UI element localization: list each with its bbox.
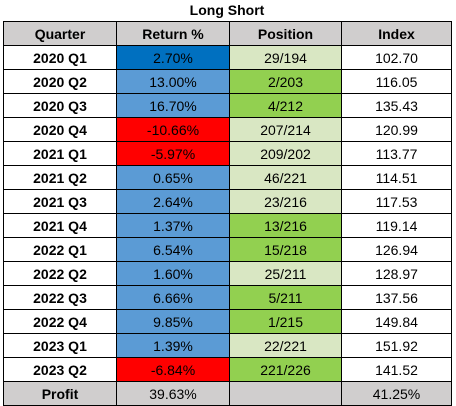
quarter-cell[interactable]: 2020 Q2 — [3, 69, 117, 94]
position-cell[interactable]: 221/226 — [229, 357, 342, 382]
return-cell[interactable]: 2.64% — [116, 189, 230, 214]
position-cell[interactable]: 2/203 — [229, 69, 342, 94]
quarter-cell[interactable]: 2021 Q1 — [3, 141, 117, 166]
index-cell[interactable]: 113.77 — [341, 141, 452, 166]
position-cell[interactable]: 13/216 — [229, 213, 342, 238]
table-row: 2022 Q2 1.60% 25/211 128.97 — [3, 261, 452, 286]
return-cell[interactable]: 13.00% — [116, 69, 230, 94]
quarter-cell[interactable]: 2020 Q3 — [3, 93, 117, 118]
quarter-cell[interactable]: 2022 Q2 — [3, 261, 117, 286]
index-cell[interactable]: 119.14 — [341, 213, 452, 238]
index-cell[interactable]: 102.70 — [341, 45, 452, 70]
table-row: 2021 Q4 1.37% 13/216 119.14 — [3, 213, 452, 238]
quarter-cell[interactable]: 2021 Q4 — [3, 213, 117, 238]
quarter-cell[interactable]: 2021 Q3 — [3, 189, 117, 214]
table-row: 2020 Q1 2.70% 29/194 102.70 — [3, 45, 452, 70]
profit-return[interactable]: 39.63% — [116, 381, 230, 406]
table-row: 2020 Q3 16.70% 4/212 135.43 — [3, 93, 452, 118]
long-short-table: Quarter Return % Position Index 2020 Q1 2… — [3, 21, 452, 406]
position-cell[interactable]: 15/218 — [229, 237, 342, 262]
position-cell[interactable]: 46/221 — [229, 165, 342, 190]
return-cell[interactable]: 6.66% — [116, 285, 230, 310]
table-row: 2020 Q4 -10.66% 207/214 120.99 — [3, 117, 452, 142]
quarter-cell[interactable]: 2023 Q1 — [3, 333, 117, 358]
index-cell[interactable]: 135.43 — [341, 93, 452, 118]
position-cell[interactable]: 5/211 — [229, 285, 342, 310]
table-row: 2022 Q4 9.85% 1/215 149.84 — [3, 309, 452, 334]
index-cell[interactable]: 141.52 — [341, 357, 452, 382]
quarter-cell[interactable]: 2022 Q3 — [3, 285, 117, 310]
index-cell[interactable]: 149.84 — [341, 309, 452, 334]
position-cell[interactable]: 29/194 — [229, 45, 342, 70]
index-cell[interactable]: 114.51 — [341, 165, 452, 190]
header-position: Position — [229, 21, 342, 46]
index-cell[interactable]: 116.05 — [341, 69, 452, 94]
position-cell[interactable]: 207/214 — [229, 117, 342, 142]
quarter-cell[interactable]: 2021 Q2 — [3, 165, 117, 190]
table-row: 2021 Q2 0.65% 46/221 114.51 — [3, 165, 452, 190]
table-row: 2020 Q2 13.00% 2/203 116.05 — [3, 69, 452, 94]
table-row: 2021 Q1 -5.97% 209/202 113.77 — [3, 141, 452, 166]
index-cell[interactable]: 137.56 — [341, 285, 452, 310]
return-cell[interactable]: -6.84% — [116, 357, 230, 382]
header-quarter: Quarter — [3, 21, 117, 46]
index-cell[interactable]: 126.94 — [341, 237, 452, 262]
table-row: 2021 Q3 2.64% 23/216 117.53 — [3, 189, 452, 214]
header-index: Index — [341, 21, 452, 46]
return-cell[interactable]: 6.54% — [116, 237, 230, 262]
header-row: Quarter Return % Position Index — [3, 21, 452, 46]
quarter-cell[interactable]: 2020 Q1 — [3, 45, 117, 70]
return-cell[interactable]: 2.70% — [116, 45, 230, 70]
table-row: 2023 Q2 -6.84% 221/226 141.52 — [3, 357, 452, 382]
header-return: Return % — [116, 21, 230, 46]
index-cell[interactable]: 151.92 — [341, 333, 452, 358]
quarter-cell[interactable]: 2023 Q2 — [3, 357, 117, 382]
profit-index[interactable]: 41.25% — [341, 381, 452, 406]
index-cell[interactable]: 120.99 — [341, 117, 452, 142]
table-body: 2020 Q1 2.70% 29/194 102.70 2020 Q2 13.00% 2/2… — [3, 45, 452, 382]
index-cell[interactable]: 128.97 — [341, 261, 452, 286]
return-cell[interactable]: -5.97% — [116, 141, 230, 166]
position-cell[interactable]: 23/216 — [229, 189, 342, 214]
quarter-cell[interactable]: 2020 Q4 — [3, 117, 117, 142]
profit-row: Profit 39.63% 41.25% — [3, 381, 452, 406]
return-cell[interactable]: -10.66% — [116, 117, 230, 142]
position-cell[interactable]: 209/202 — [229, 141, 342, 166]
quarter-cell[interactable]: 2022 Q1 — [3, 237, 117, 262]
table-row: 2022 Q1 6.54% 15/218 126.94 — [3, 237, 452, 262]
position-cell[interactable]: 1/215 — [229, 309, 342, 334]
return-cell[interactable]: 1.39% — [116, 333, 230, 358]
return-cell[interactable]: 9.85% — [116, 309, 230, 334]
table-row: 2023 Q1 1.39% 22/221 151.92 — [3, 333, 452, 358]
return-cell[interactable]: 16.70% — [116, 93, 230, 118]
table-row: 2022 Q3 6.66% 5/211 137.56 — [3, 285, 452, 310]
table-title: Long Short — [189, 2, 265, 18]
profit-position[interactable] — [229, 381, 342, 406]
position-cell[interactable]: 4/212 — [229, 93, 342, 118]
return-cell[interactable]: 1.37% — [116, 213, 230, 238]
position-cell[interactable]: 22/221 — [229, 333, 342, 358]
quarter-cell[interactable]: 2022 Q4 — [3, 309, 117, 334]
index-cell[interactable]: 117.53 — [341, 189, 452, 214]
long-short-sheet: Long Short Quarter Return % Position Ind… — [3, 0, 452, 406]
return-cell[interactable]: 0.65% — [116, 165, 230, 190]
profit-label[interactable]: Profit — [3, 381, 117, 406]
position-cell[interactable]: 25/211 — [229, 261, 342, 286]
return-cell[interactable]: 1.60% — [116, 261, 230, 286]
